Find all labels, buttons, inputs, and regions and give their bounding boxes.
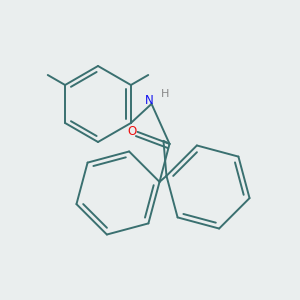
Text: H: H <box>161 89 170 99</box>
Text: O: O <box>127 125 136 138</box>
Text: N: N <box>145 94 154 107</box>
